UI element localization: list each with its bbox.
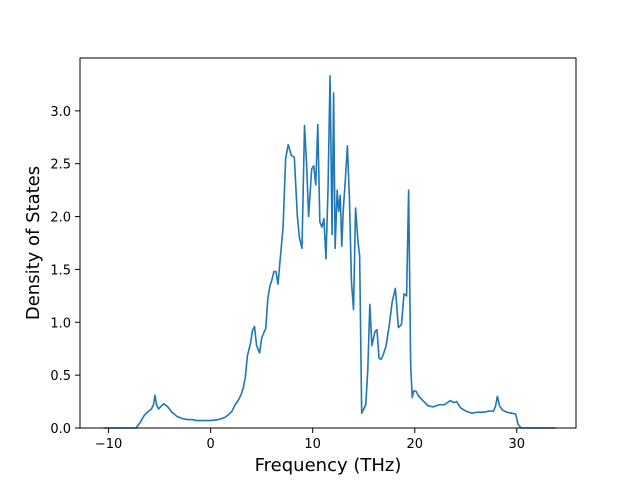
y-tick-label: 2.5 xyxy=(50,158,71,173)
x-tick-label: 20 xyxy=(406,437,423,452)
series-line-0 xyxy=(103,75,556,429)
x-axis-ticks: −10 0 10 20 30 xyxy=(95,428,525,452)
y-tick-label: 0.5 xyxy=(50,369,71,384)
plot-area xyxy=(80,58,576,428)
series-layer xyxy=(103,75,556,429)
y-tick-label: 1.0 xyxy=(50,316,71,331)
y-tick-label: 3.0 xyxy=(50,105,71,120)
y-tick-label: 1.5 xyxy=(50,263,71,278)
x-tick-label: −10 xyxy=(95,437,122,452)
y-axis-ticks: 0.0 0.5 1.0 1.5 2.0 2.5 3.0 xyxy=(50,105,80,437)
axes-frame xyxy=(79,57,577,429)
x-tick-label: 10 xyxy=(304,437,321,452)
x-tick-label: 30 xyxy=(509,437,526,452)
x-tick-label: 0 xyxy=(206,437,214,452)
y-tick-label: 0.0 xyxy=(50,422,71,437)
x-axis-label: Frequency (THz) xyxy=(255,455,402,476)
y-axis-label: Density of States xyxy=(23,166,44,320)
y-tick-label: 2.0 xyxy=(50,211,71,226)
